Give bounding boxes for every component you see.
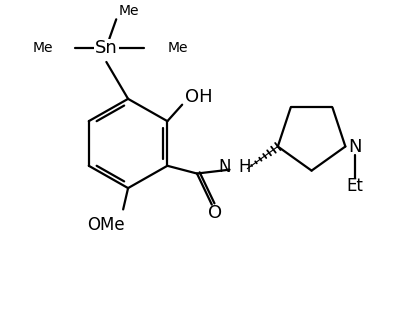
Text: Me: Me [168, 41, 188, 55]
Text: OMe: OMe [88, 216, 125, 234]
Text: OH: OH [185, 88, 213, 106]
Text: Sn: Sn [95, 40, 118, 58]
Text: Et: Et [347, 177, 364, 195]
Text: H: H [239, 158, 251, 176]
Text: O: O [208, 204, 222, 222]
Text: N: N [218, 158, 230, 176]
Text: Me: Me [118, 3, 139, 18]
Text: Me: Me [33, 41, 53, 55]
Text: N: N [349, 137, 362, 155]
